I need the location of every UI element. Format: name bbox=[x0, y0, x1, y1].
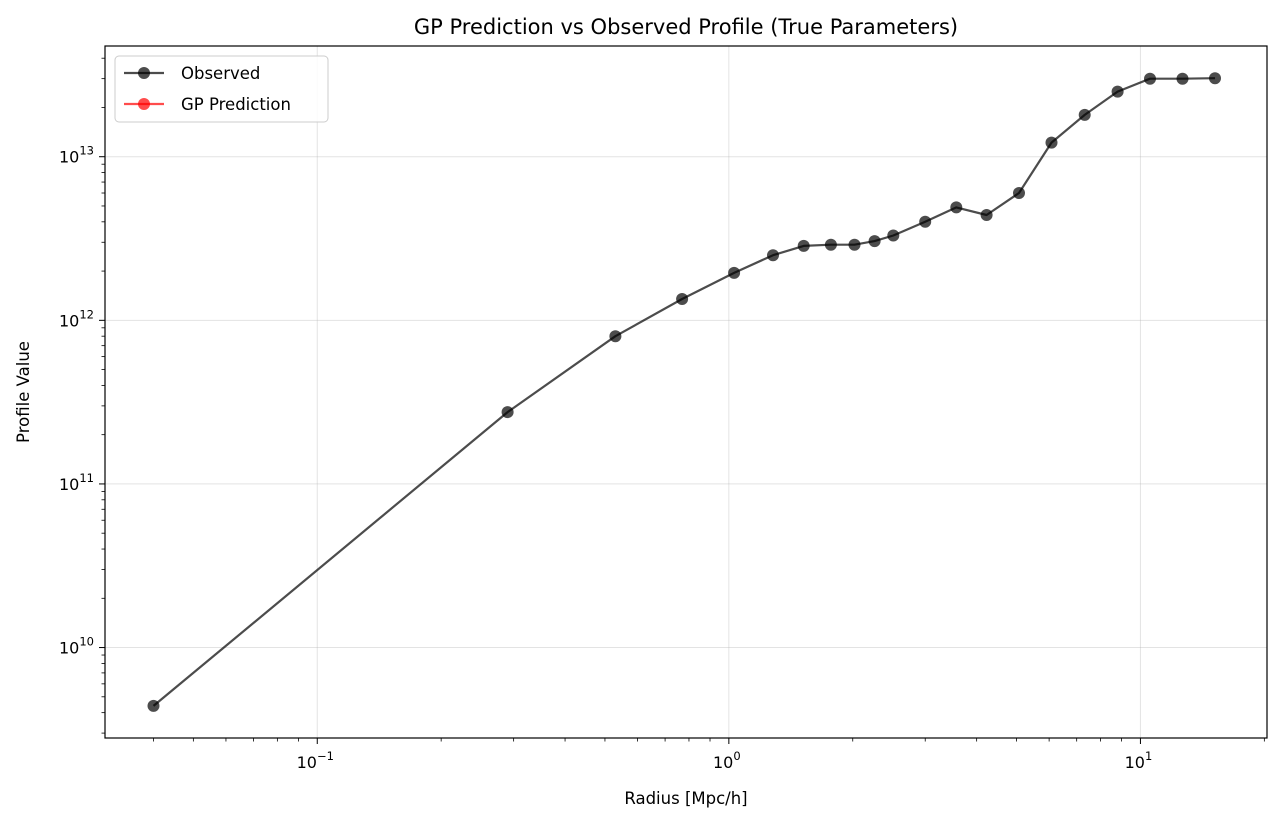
observed-point bbox=[1176, 72, 1189, 85]
legend-gp-label: GP Prediction bbox=[181, 95, 291, 114]
observed-point bbox=[919, 215, 932, 228]
chart-title: GP Prediction vs Observed Profile (True … bbox=[414, 15, 958, 39]
observed-point bbox=[1045, 136, 1058, 149]
observed-point bbox=[501, 406, 514, 419]
legend-observed-label: Observed bbox=[181, 64, 260, 83]
x-tick-label: 100 bbox=[713, 749, 741, 772]
legend-gp-marker bbox=[138, 98, 150, 110]
ticks: 10−1 100 101 1010 1011 1012 1013 bbox=[59, 57, 1265, 772]
legend-observed-marker bbox=[138, 67, 150, 79]
observed-point bbox=[887, 229, 900, 242]
legend-frame bbox=[114, 55, 329, 123]
observed-point bbox=[980, 209, 993, 221]
observed-point bbox=[609, 330, 622, 343]
observed-point bbox=[1209, 72, 1221, 85]
legend: Observed GP Prediction bbox=[114, 55, 329, 123]
observed-point bbox=[824, 238, 837, 251]
observed-point bbox=[1078, 108, 1091, 121]
observed-point bbox=[1111, 85, 1124, 98]
y-tick-label: 1011 bbox=[59, 471, 94, 494]
y-tick-label: 1013 bbox=[59, 144, 94, 167]
observed-point bbox=[950, 201, 963, 214]
observed-point bbox=[848, 238, 861, 251]
observed-point bbox=[728, 266, 741, 279]
observed-point bbox=[676, 293, 689, 305]
observed-point bbox=[797, 239, 810, 252]
y-axis-label: Profile Value bbox=[14, 341, 33, 443]
observed-point bbox=[1144, 72, 1156, 85]
plot-frame bbox=[104, 45, 1268, 739]
x-tick-label: 10−1 bbox=[297, 749, 334, 772]
observed-point bbox=[147, 699, 160, 712]
x-axis-label: Radius [Mpc/h] bbox=[624, 789, 747, 808]
observed-point bbox=[1013, 187, 1025, 199]
observed-point bbox=[767, 249, 779, 262]
observed-line bbox=[152, 77, 1216, 707]
x-tick-label: 101 bbox=[1125, 749, 1153, 772]
observed-point bbox=[868, 235, 881, 248]
grid bbox=[105, 46, 1267, 738]
y-tick-label: 1012 bbox=[59, 307, 94, 330]
series-layer bbox=[147, 72, 1221, 712]
y-tick-label: 1010 bbox=[59, 635, 94, 658]
